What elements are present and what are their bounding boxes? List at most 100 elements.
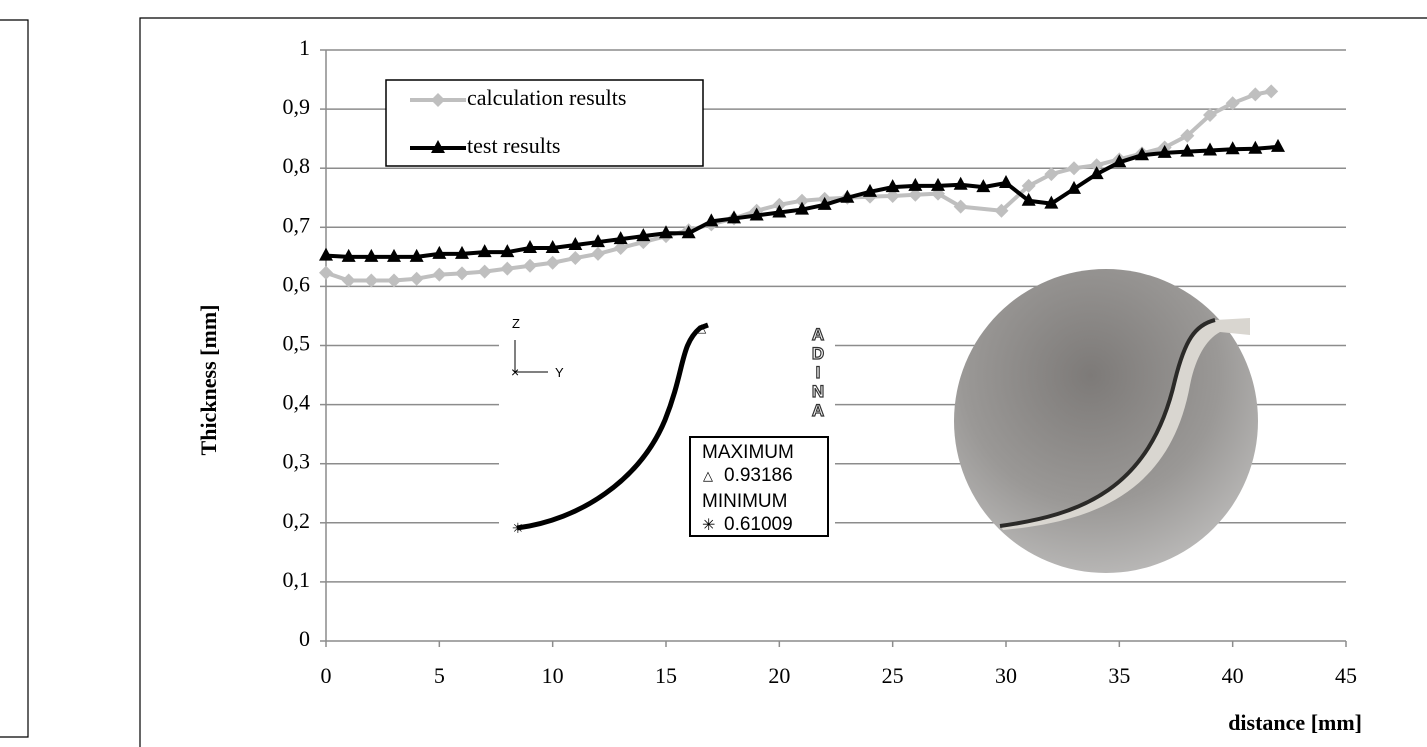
axis-y-label: Y xyxy=(555,365,564,380)
triangle-marker xyxy=(659,225,673,239)
triangle-marker xyxy=(749,207,764,221)
max-marker: △ xyxy=(697,321,707,335)
triangle-marker xyxy=(999,174,1013,188)
diamond-marker xyxy=(1044,167,1059,182)
chart-frame xyxy=(139,17,1427,747)
diamond-marker xyxy=(432,267,447,282)
minmax-box xyxy=(689,436,829,537)
triangle-marker xyxy=(500,244,515,258)
triangle-marker xyxy=(364,248,379,262)
diamond-marker xyxy=(1225,96,1240,111)
y-tick-label: 0,3 xyxy=(283,449,311,474)
y-tick-label: 0,6 xyxy=(283,271,311,296)
triangle-marker xyxy=(817,196,832,210)
triangle-marker xyxy=(1248,140,1263,154)
diamond-marker xyxy=(545,255,560,270)
diamond-marker xyxy=(409,271,424,286)
x-tick-label: 0 xyxy=(321,663,332,688)
triangle-marker xyxy=(727,210,741,224)
triangle-marker xyxy=(545,239,560,253)
diamond-marker xyxy=(1203,108,1217,123)
y-tick-label: 1 xyxy=(299,35,310,60)
y-tick-label: 0,8 xyxy=(283,153,311,178)
triangle-marker xyxy=(431,140,445,153)
x-tick-label: 45 xyxy=(1335,663,1357,688)
triangle-marker xyxy=(1112,154,1127,168)
triangle-marker xyxy=(885,179,900,193)
axis-x-marker: × xyxy=(511,364,519,380)
x-tick-label: 15 xyxy=(655,663,677,688)
triangle-marker xyxy=(931,177,945,191)
triangle-marker xyxy=(863,183,877,197)
min-value: 0.61009 xyxy=(724,514,793,535)
side-frame xyxy=(0,19,29,738)
triangle-marker xyxy=(319,247,333,261)
diamond-marker xyxy=(364,273,379,288)
triangle-marker xyxy=(1135,147,1149,161)
triangle-marker xyxy=(953,176,968,190)
triangle-marker xyxy=(613,231,628,245)
diamond-marker xyxy=(885,188,900,203)
diamond-marker xyxy=(500,261,515,276)
y-axis-title: Thickness [mm] xyxy=(196,305,221,456)
triangle-marker xyxy=(409,248,424,262)
triangle-marker xyxy=(681,225,696,239)
y-tick-label: 0 xyxy=(299,626,310,651)
diamond-marker xyxy=(953,199,968,214)
max-symbol: △ xyxy=(703,468,713,483)
diamond-marker xyxy=(477,264,492,279)
min-marker: ✳ xyxy=(512,520,524,536)
triangle-marker xyxy=(591,234,605,248)
min-label: MINIMUM xyxy=(702,491,787,512)
x-tick-label: 30 xyxy=(995,663,1017,688)
photo-edge xyxy=(999,318,1216,528)
axis-z-label: Z xyxy=(512,316,520,331)
photo-inset xyxy=(954,269,1258,573)
triangle-marker xyxy=(704,213,719,227)
diamond-marker xyxy=(1021,178,1036,193)
photo-shape xyxy=(1000,318,1250,530)
triangle-marker xyxy=(1180,143,1195,157)
triangle-marker xyxy=(455,245,469,259)
diamond-marker xyxy=(994,203,1009,218)
triangle-marker xyxy=(1044,195,1059,209)
x-tick-label: 20 xyxy=(768,663,790,688)
y-tick-label: 0,4 xyxy=(283,390,311,415)
legend-label: calculation results xyxy=(467,85,626,110)
diamond-marker xyxy=(795,193,809,208)
diamond-marker xyxy=(1067,161,1081,176)
triangle-marker xyxy=(1067,180,1081,194)
diamond-marker xyxy=(908,187,923,202)
logo-letter: A xyxy=(812,401,824,420)
logo-letter: I xyxy=(816,363,821,382)
triangle-marker xyxy=(568,237,583,251)
diamond-marker xyxy=(387,273,401,288)
triangle-marker xyxy=(523,239,537,253)
triangle-marker xyxy=(432,245,447,259)
diamond-marker xyxy=(523,258,537,273)
diamond-marker xyxy=(1264,84,1279,99)
triangle-marker xyxy=(1203,142,1217,156)
triangle-marker xyxy=(772,204,787,218)
logo-letter: N xyxy=(812,382,824,401)
diamond-marker xyxy=(1248,87,1263,102)
triangle-marker xyxy=(795,201,809,215)
diamond-marker xyxy=(568,251,583,266)
legend-label: test results xyxy=(467,133,561,158)
diamond-marker xyxy=(613,240,628,255)
y-tick-label: 0,1 xyxy=(283,567,311,592)
diamond-marker xyxy=(341,273,356,288)
triangle-marker xyxy=(636,228,651,242)
triangle-marker xyxy=(1157,144,1172,158)
triangle-marker xyxy=(1225,141,1240,155)
triangle-marker xyxy=(840,189,855,203)
y-tick-label: 0,9 xyxy=(283,94,311,119)
y-tick-label: 0,5 xyxy=(283,331,311,356)
diamond-marker xyxy=(431,93,445,107)
x-tick-label: 25 xyxy=(882,663,904,688)
x-tick-label: 40 xyxy=(1222,663,1244,688)
triangle-marker xyxy=(341,248,356,262)
min-symbol: ✳ xyxy=(702,517,715,534)
